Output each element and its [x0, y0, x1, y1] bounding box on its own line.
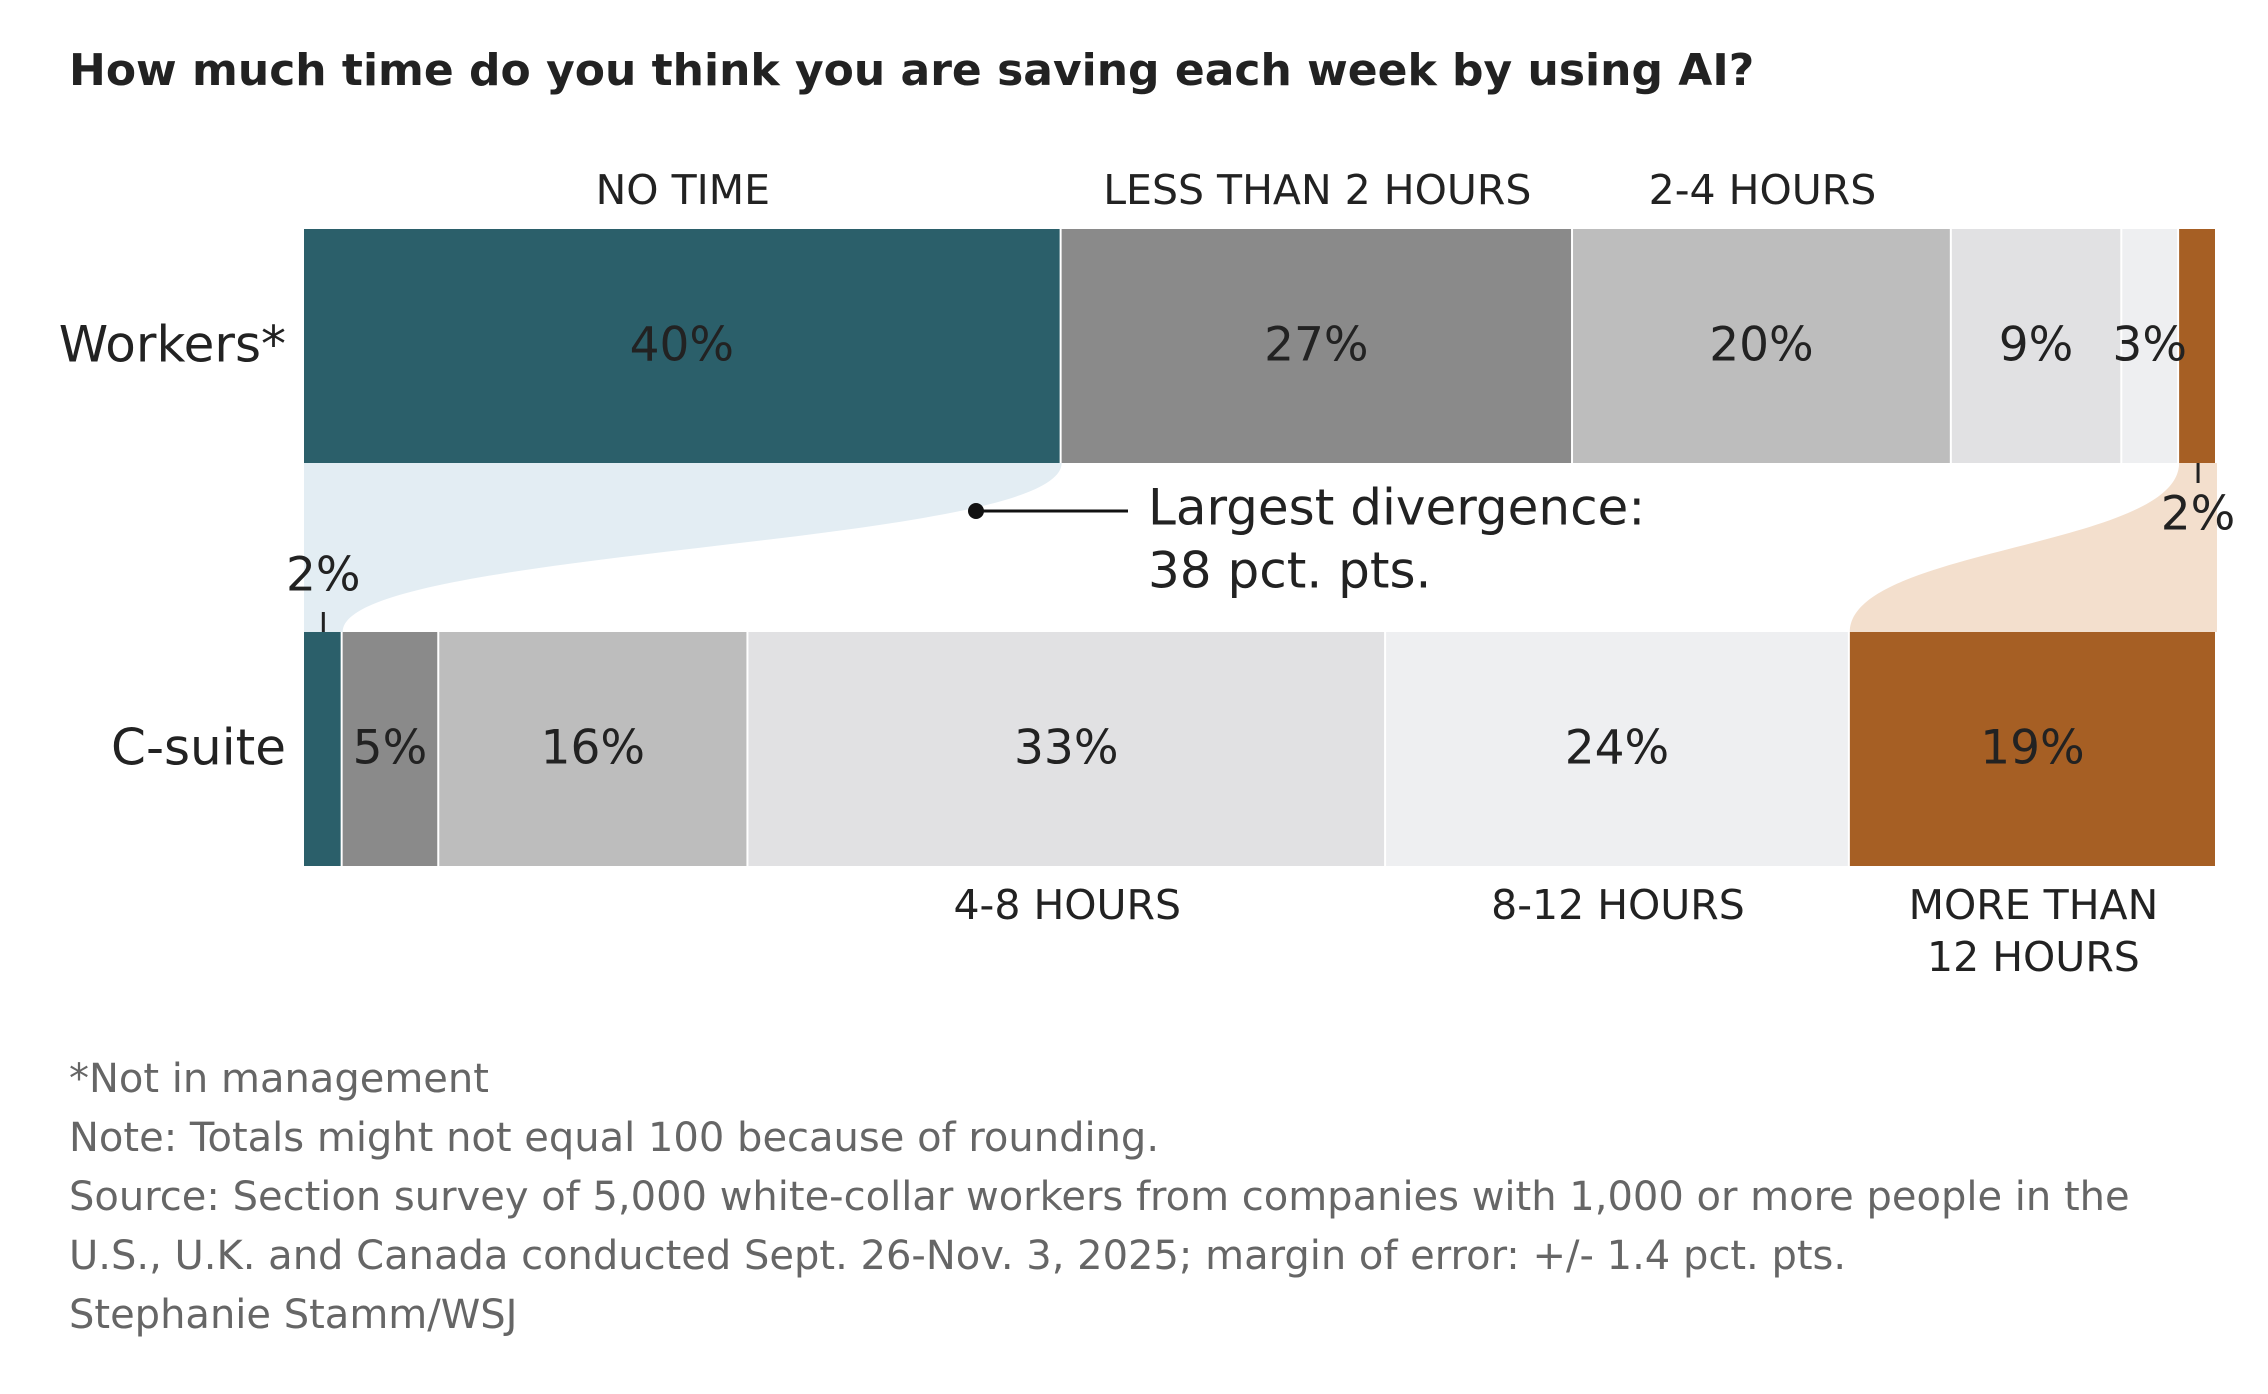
annotation: Largest divergence:	[1148, 479, 1645, 537]
bar-segment	[304, 229, 1060, 463]
value-label: 24%	[1565, 721, 1669, 776]
row-label: C-suite	[111, 719, 286, 777]
value-label: 3%	[2112, 318, 2187, 373]
bars	[304, 229, 2215, 866]
divergence-band	[1849, 463, 2217, 632]
value-label: 19%	[1980, 721, 2084, 776]
value-label: 40%	[630, 318, 734, 373]
value-label: 33%	[1014, 721, 1118, 776]
footnotes: *Not in management Note: Totals might not…	[69, 1050, 2159, 1345]
value-label: 2%	[286, 548, 361, 603]
value-label: 5%	[353, 721, 428, 776]
value-label: 2%	[2161, 487, 2236, 542]
footnote: Source: Section survey of 5,000 white-co…	[69, 1174, 2130, 1279]
annotation: 38 pct. pts.	[1148, 542, 1431, 600]
legend-label: 8-12 HOURS	[1491, 881, 1745, 929]
bar-segment	[1849, 632, 2215, 866]
legend-label: LESS THAN 2 HOURS	[1103, 166, 1531, 214]
value-label: 9%	[1999, 318, 2074, 373]
row-label: Workers*	[59, 316, 286, 374]
value-label: 20%	[1709, 318, 1813, 373]
legend-label: MORE THAN 12 HOURS	[1909, 881, 2159, 981]
bar-segment	[439, 632, 747, 866]
bar-segment	[342, 632, 438, 866]
footnote: Stephanie Stamm/WSJ	[69, 1292, 518, 1338]
footnote: Note: Totals might not equal 100 because…	[69, 1115, 1160, 1161]
bands	[304, 463, 2217, 632]
bar-segment	[748, 632, 1385, 866]
footnote: *Not in management	[69, 1056, 489, 1102]
legend-label: NO TIME	[596, 166, 770, 214]
bar-segment	[2179, 229, 2215, 463]
legend-label: 2-4 HOURS	[1649, 166, 1877, 214]
value-label: 27%	[1264, 318, 1368, 373]
bar-segment	[304, 632, 341, 866]
bar-segment	[1061, 229, 1572, 463]
bar-segment	[2122, 229, 2178, 463]
divergence-band	[304, 463, 1062, 632]
chart-title: How much time do you think you are savin…	[69, 45, 1754, 96]
bar-segment	[1951, 229, 2121, 463]
chart: How much time do you think you are savin…	[59, 45, 2236, 981]
value-label: 16%	[541, 721, 645, 776]
bar-segment	[1573, 229, 1950, 463]
legend-label: 4-8 HOURS	[953, 881, 1181, 929]
bar-segment	[1386, 632, 1848, 866]
